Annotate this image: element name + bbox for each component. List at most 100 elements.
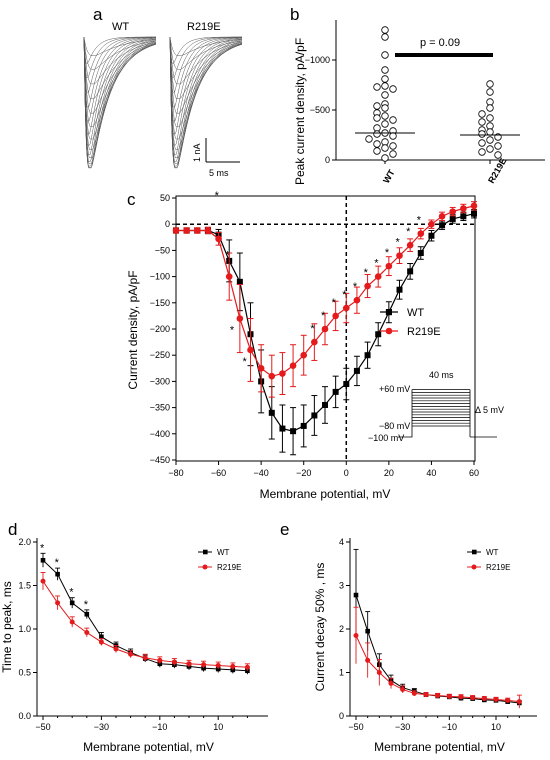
legend-label-wt: WT — [407, 307, 424, 319]
r219e-trace — [169, 36, 243, 150]
data-point-wt — [268, 409, 275, 416]
data-point-r219e — [406, 241, 414, 249]
data-point-r219e — [204, 227, 212, 234]
data-point-wt — [69, 600, 75, 606]
x-tick-label: 20 — [384, 468, 394, 478]
r219e-trace — [169, 36, 243, 114]
scale-label-current: 1 nA — [192, 143, 202, 162]
y-tick-label: 2.0 — [18, 537, 31, 547]
significance-star: * — [396, 237, 401, 249]
y-tick-label: −50 — [155, 245, 170, 255]
r219e-trace — [169, 36, 243, 70]
data-point-r219e — [186, 661, 192, 667]
data-point-wt — [373, 114, 381, 122]
data-point-wt — [439, 222, 446, 229]
legend-label-r219e: R219E — [407, 326, 441, 338]
significance-star: * — [374, 258, 379, 270]
data-point-wt — [84, 611, 90, 617]
data-point-r219e — [364, 282, 371, 290]
data-point-r219e — [311, 338, 318, 346]
y-axis-label: Peak current density, pA/pF — [293, 38, 307, 185]
y-tick-label: 4 — [339, 537, 344, 547]
x-tick-label: 10 — [213, 722, 223, 732]
panel-label-a: a — [93, 5, 103, 24]
data-point-wt — [381, 26, 389, 34]
wt-trace — [83, 36, 156, 108]
y-tick-label: 1.0 — [18, 624, 31, 634]
data-point-r219e — [396, 252, 403, 259]
data-point-wt — [471, 210, 477, 217]
wt-trace — [83, 36, 156, 64]
data-point-r219e — [374, 273, 382, 280]
data-point-r219e — [478, 110, 486, 118]
data-point-r219e — [486, 128, 494, 136]
data-point-wt — [389, 142, 397, 150]
legend-label-wt: WT — [217, 548, 230, 557]
data-point-r219e — [493, 696, 499, 702]
data-point-r219e — [494, 151, 502, 159]
data-point-r219e — [244, 664, 250, 670]
x-tick-label: −10 — [152, 722, 167, 732]
data-point-r219e — [486, 80, 494, 88]
data-point-r219e — [201, 662, 207, 668]
panel-label-b: b — [290, 5, 299, 24]
wt-trace — [83, 36, 156, 56]
legend-marker-r219e — [202, 564, 208, 570]
wt-trace — [83, 36, 157, 162]
x-tick-label: −30 — [395, 722, 410, 732]
r219e-trace — [169, 36, 243, 155]
y-tick-label: −300 — [150, 376, 170, 386]
data-point-r219e — [142, 655, 148, 661]
data-point-r219e — [423, 692, 429, 698]
data-point-r219e — [486, 114, 494, 122]
data-point-r219e — [460, 205, 467, 212]
data-point-r219e — [353, 633, 359, 639]
y-axis-label: Current density, pA/pF — [126, 270, 140, 389]
x-tick-label: −50 — [35, 722, 50, 732]
y-tick-label: −350 — [150, 403, 170, 413]
data-point-wt — [381, 154, 389, 162]
data-point-wt — [311, 412, 318, 419]
data-point-r219e — [411, 690, 417, 696]
data-point-wt — [381, 66, 389, 74]
wt-trace — [83, 36, 157, 114]
data-point-wt — [396, 286, 403, 293]
data-point-r219e — [215, 235, 222, 243]
y-axis-label: Current decay 50% , ms — [313, 563, 327, 692]
wt-trace — [83, 36, 157, 135]
y-tick-label: 0.5 — [18, 668, 31, 678]
data-point-r219e — [236, 315, 244, 322]
data-point-r219e — [388, 680, 394, 686]
y-tick-label: −100 — [150, 272, 170, 282]
wt-trace — [83, 36, 157, 70]
x-tick-label: −30 — [94, 722, 109, 732]
x-tick-label: −10 — [442, 722, 457, 732]
data-point-r219e — [215, 663, 221, 669]
x-axis-label: Membrane potential, mV — [83, 740, 214, 754]
r219e-trace — [169, 36, 243, 85]
significance-star: * — [225, 250, 230, 262]
data-point-r219e — [321, 325, 329, 333]
data-point-wt — [279, 425, 286, 432]
data-point-wt — [353, 592, 359, 598]
data-point-r219e — [446, 693, 452, 699]
data-point-wt — [381, 144, 389, 152]
data-point-wt — [373, 102, 381, 110]
data-point-r219e — [69, 619, 75, 625]
r219e-trace — [169, 36, 243, 99]
significance-star: * — [310, 323, 315, 335]
x-tick-label: −20 — [296, 468, 311, 478]
data-point-r219e — [438, 213, 446, 220]
data-point-r219e — [516, 699, 522, 705]
significance-star: * — [321, 310, 326, 322]
x-tick-label: WT — [381, 167, 397, 185]
trace-label-r219e: R219E — [187, 21, 221, 33]
y-tick-label: 50 — [160, 193, 170, 203]
panel-e-current-decay: −50 −30 −10 10 0 1 2 3 4 Membrane potential, mV Cu… — [313, 537, 537, 754]
data-point-wt — [381, 112, 389, 120]
data-point-r219e — [470, 202, 478, 210]
data-point-r219e — [247, 346, 254, 354]
significance-star: * — [332, 297, 337, 309]
data-point-r219e — [268, 372, 276, 380]
